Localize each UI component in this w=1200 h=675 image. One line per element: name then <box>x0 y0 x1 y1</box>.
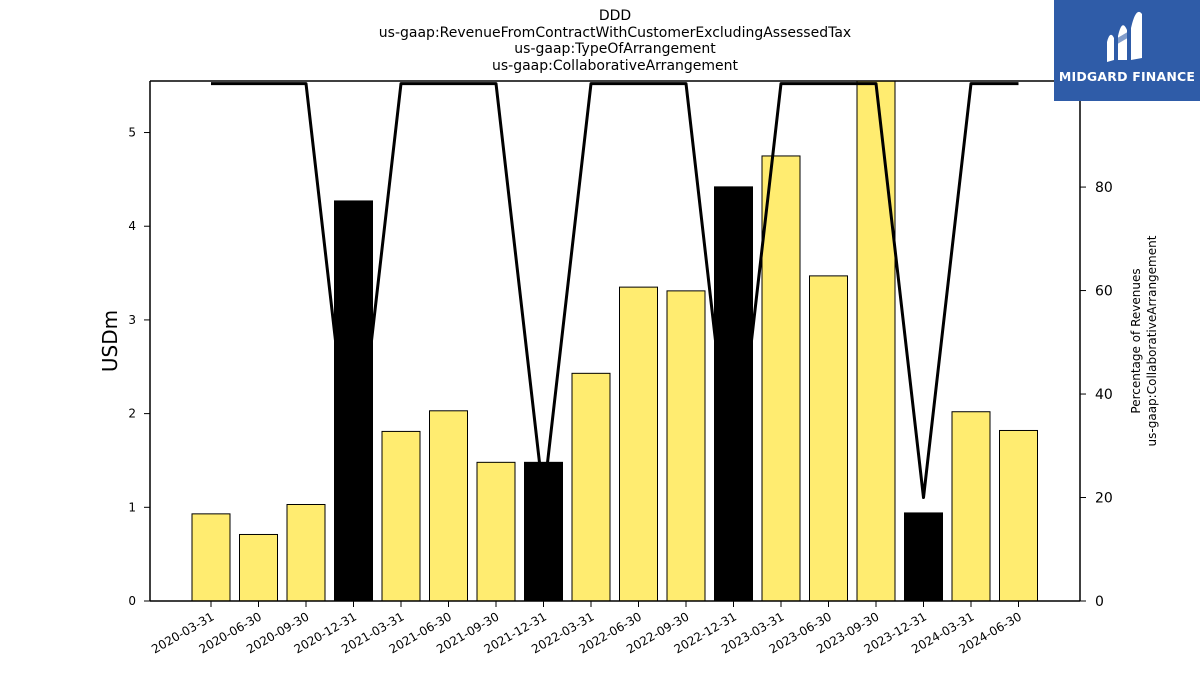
bar-2021-06-30 <box>429 410 468 602</box>
percentage-line <box>211 82 1019 500</box>
bar-2022-06-30 <box>619 286 658 602</box>
y-tick-label: 4 <box>128 219 136 233</box>
y-tick-label: 2 <box>128 407 136 421</box>
y2-tick-label: 60 <box>1095 284 1113 300</box>
y2-tick-label: 0 <box>1095 594 1104 610</box>
logo-mark-icon <box>1107 11 1142 62</box>
y2-axis-label-line2: us-gaap:CollaborativeArrangement <box>1145 235 1159 446</box>
bar-2022-03-31 <box>571 372 611 602</box>
line-group <box>211 82 1019 500</box>
y-tick-label: 0 <box>128 594 136 608</box>
bar-2020-12-31 <box>334 200 373 602</box>
bar-2020-06-30 <box>239 533 278 602</box>
bar-2022-09-30 <box>666 290 706 602</box>
y-tick-label: 5 <box>128 126 136 140</box>
y-tick-label: 3 <box>128 313 136 327</box>
chart-title-line-2: us-gaap:RevenueFromContractWithCustomerE… <box>378 24 852 41</box>
bar-2021-12-31 <box>524 461 563 602</box>
bar-2020-09-30 <box>286 503 326 602</box>
bar-2023-09-30 <box>856 80 896 602</box>
chart-title-line-3: us-gaap:TypeOfArrangement <box>514 41 716 57</box>
bar-2021-09-30 <box>476 461 516 602</box>
logo-text: MIDGARD FINANCE <box>1058 69 1196 84</box>
bar-2023-03-31 <box>761 155 801 602</box>
bar-2021-03-31 <box>381 430 421 602</box>
y2-tick-label: 40 <box>1095 387 1113 403</box>
axes <box>149 80 1081 602</box>
bar-2024-06-30 <box>999 429 1038 602</box>
chart-title-line-4: us-gaap:CollaborativeArrangement <box>491 57 739 74</box>
bar-2020-03-31 <box>191 513 231 602</box>
y2-tick-label: 20 <box>1095 491 1113 507</box>
midgard-finance-logo: MIDGARD FINANCE <box>1054 0 1200 101</box>
bar-group <box>191 80 1038 602</box>
bar-2023-06-30 <box>809 275 848 602</box>
y2-tick-label: 80 <box>1095 180 1113 196</box>
y2-axis-label-line1: Percentage of Revenues <box>1129 268 1143 413</box>
bar-2024-03-31 <box>951 411 991 602</box>
y-tick-label: 1 <box>128 500 136 514</box>
chart-title-line-1: DDD <box>598 8 632 24</box>
y-axis-label: USDm <box>98 310 122 372</box>
bar-2023-12-31 <box>904 512 943 602</box>
